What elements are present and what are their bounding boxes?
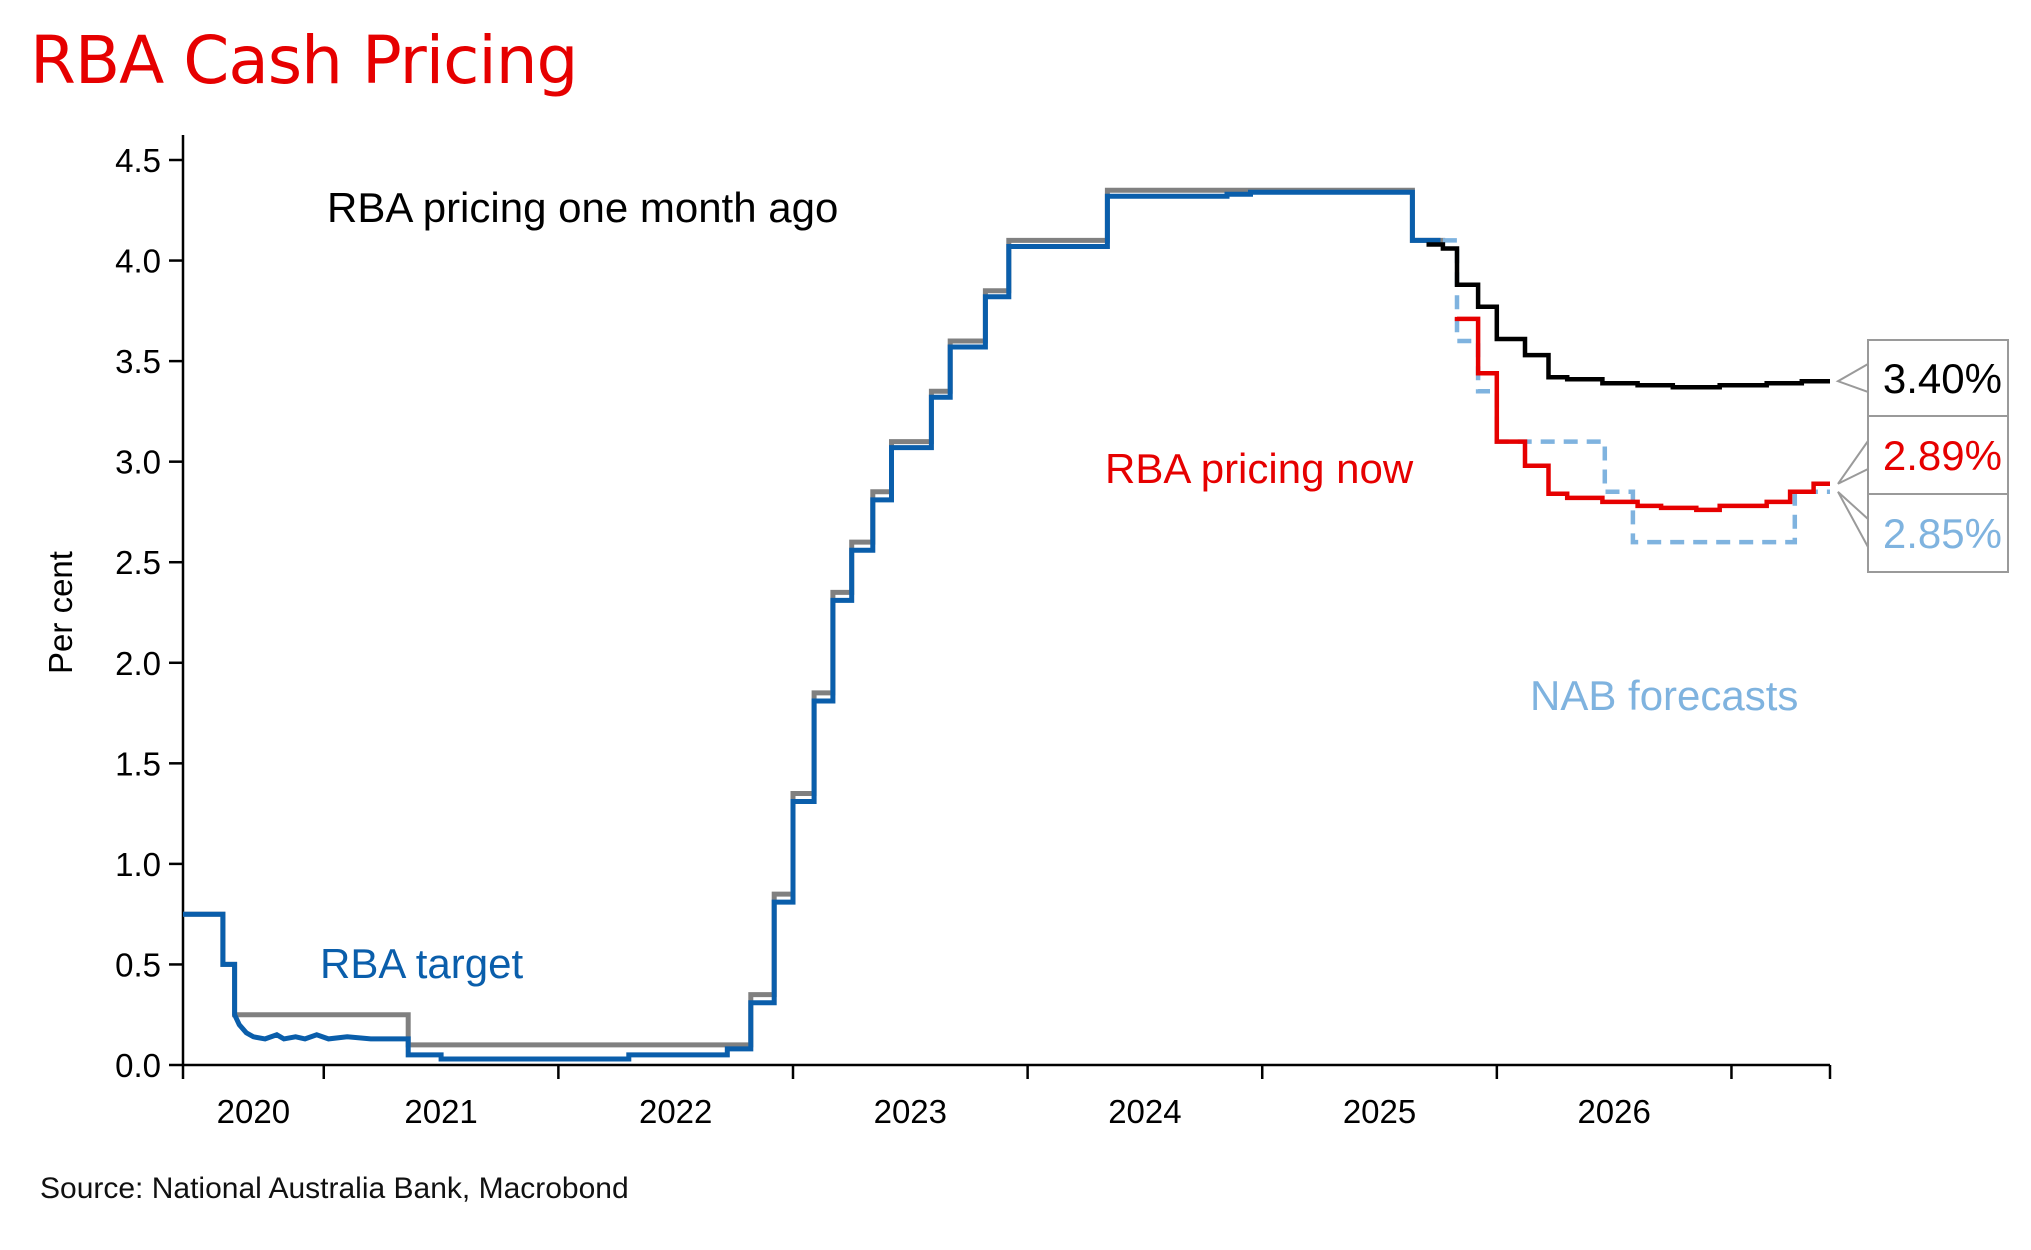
y-tick-label: 4.0 xyxy=(115,243,161,280)
y-tick-label: 0.0 xyxy=(115,1047,161,1084)
y-tick-label: 1.5 xyxy=(115,745,161,782)
callout-pointer-pricing-now xyxy=(1837,437,1869,485)
chart-title: RBA Cash Pricing xyxy=(30,22,578,99)
annotation-layer: RBA pricing one month ago RBA pricing now… xyxy=(320,184,2009,987)
y-tick-label: 3.0 xyxy=(115,444,161,481)
annotation-pricing-now: RBA pricing now xyxy=(1105,445,1414,492)
annotation-nab-forecasts: NAB forecasts xyxy=(1530,672,1798,719)
series-line-nab-forecasts xyxy=(1442,238,1830,545)
x-tick-label: 2026 xyxy=(1577,1093,1650,1130)
x-tick-label: 2020 xyxy=(217,1093,290,1130)
series-line-pricing-now xyxy=(1454,316,1830,513)
series-line-pricing-month-ago xyxy=(1426,242,1830,390)
x-tick-label: 2025 xyxy=(1343,1093,1416,1130)
y-tick-label: 1.0 xyxy=(115,846,161,883)
source-note: Source: National Australia Bank, Macrobo… xyxy=(40,1172,629,1205)
callout-value-pricing-month-ago: 3.40% xyxy=(1883,355,2002,402)
callout-box-pricing-month-ago xyxy=(1867,339,2009,417)
y-axis-label: Per cent xyxy=(42,551,79,674)
callout-pointer-nab-forecasts xyxy=(1837,491,1869,548)
y-tick-label: 3.5 xyxy=(115,343,161,380)
series-line-rba-target-gray xyxy=(183,187,1446,1048)
callout-box-nab-forecasts xyxy=(1867,493,2009,573)
y-tick-label: 4.5 xyxy=(115,142,161,179)
series-line-rba-target xyxy=(183,189,1441,1062)
annotation-rba-target: RBA target xyxy=(320,940,523,987)
callout-pointer-pricing-month-ago xyxy=(1835,362,1869,394)
callout-value-pricing-now: 2.89% xyxy=(1883,432,2002,479)
axes: 0.0 0.5 1.0 1.5 2.0 2.5 3.0 3.5 4.0 4.5 Per cent 20… xyxy=(42,135,1832,1130)
callout-box-pricing-now xyxy=(1867,415,2009,495)
y-tick-label: 2.5 xyxy=(115,544,161,581)
x-tick-label: 2024 xyxy=(1108,1093,1181,1130)
callout-value-nab-forecasts: 2.85% xyxy=(1883,510,2002,557)
x-tick-label: 2022 xyxy=(639,1093,712,1130)
annotation-pricing-month-ago: RBA pricing one month ago xyxy=(327,184,838,231)
x-tick-label: 2021 xyxy=(404,1093,477,1130)
y-tick-label: 2.0 xyxy=(115,645,161,682)
series-layer xyxy=(183,187,1830,1062)
y-tick-label: 0.5 xyxy=(115,946,161,983)
x-tick-label: 2023 xyxy=(874,1093,947,1130)
